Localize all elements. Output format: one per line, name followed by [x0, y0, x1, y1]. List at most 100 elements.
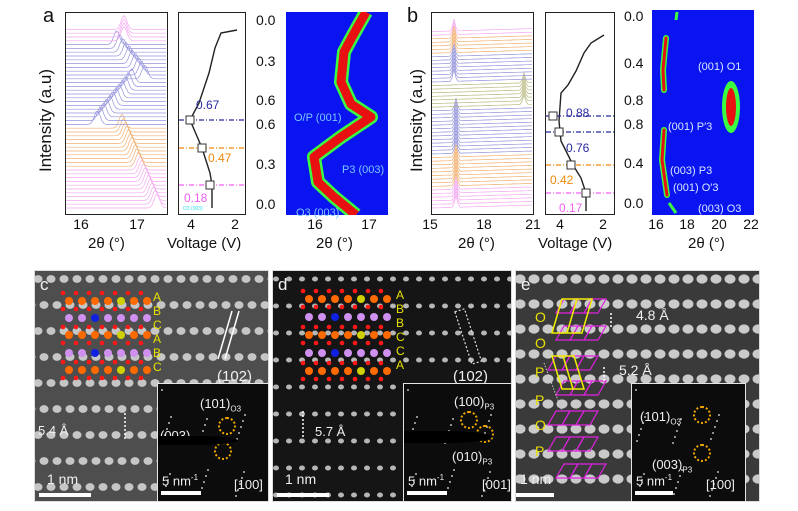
a-ytick-1: 0.3 [256, 53, 276, 69]
atom-column [111, 275, 121, 283]
stack-c-2: C [153, 318, 162, 332]
xrd-trace [432, 152, 533, 166]
atom-model [305, 331, 313, 339]
xrd-trace [66, 178, 166, 194]
diffraction-spot [169, 473, 171, 475]
marker-label-088: 0.88 [566, 106, 590, 120]
diffraction-spot [644, 416, 646, 418]
diffraction-spot [205, 475, 207, 477]
atom-column [390, 357, 396, 363]
atom-column [481, 357, 487, 363]
panel-b-xtick-15: 15 [422, 216, 438, 232]
atom-column [668, 299, 680, 309]
atom-model [91, 331, 99, 339]
xrd-trace [432, 18, 533, 32]
atom-column [85, 431, 95, 439]
atom-column [654, 299, 666, 309]
xrd-trace [432, 108, 533, 122]
atom-model [357, 295, 365, 303]
a-ytick-4: 0.3 [256, 156, 276, 172]
atom-column [640, 374, 652, 384]
atom-column [377, 492, 383, 498]
xrd-trace [66, 33, 166, 49]
atom-column [189, 327, 199, 335]
xrd-trace [432, 141, 533, 155]
stack-c-3: A [153, 332, 162, 346]
atom-column [273, 357, 279, 363]
xrd-trace [432, 130, 533, 144]
atom-column [182, 353, 192, 361]
atom-column [516, 349, 526, 359]
xrd-trace [432, 144, 533, 158]
atom-column [598, 299, 610, 309]
panel-d-scalebar [277, 493, 329, 497]
atom-column [542, 424, 554, 434]
atom-column [516, 399, 526, 409]
unit-cell-magenta [582, 325, 608, 341]
atom-model [117, 366, 125, 374]
diffraction-spot [639, 485, 641, 487]
atom-column [299, 276, 305, 282]
atom-model [78, 366, 86, 374]
xrd-trace [66, 140, 166, 156]
atom-column [626, 299, 638, 309]
atom-column [654, 374, 666, 384]
atom-column [494, 357, 500, 363]
atom-column [682, 374, 694, 384]
atom-column [507, 303, 511, 309]
atom-model [378, 340, 384, 346]
atom-column [710, 349, 722, 359]
atom-model [300, 288, 306, 294]
xrd-trace [432, 40, 533, 54]
xrd-trace [432, 184, 533, 198]
xrd-trace [432, 112, 533, 126]
o3-note: O3 (003) [183, 206, 203, 212]
atom-column [286, 303, 292, 309]
panel-b-ylabel: Intensity (a.u) [407, 69, 426, 172]
e-zone-axis: [100] [706, 477, 735, 492]
stack-d-3: C [396, 330, 405, 344]
ridge-bottom [667, 202, 678, 214]
xrd-trace [66, 110, 166, 125]
atom-column [724, 324, 736, 334]
ridge-top [674, 11, 679, 21]
atom-column [598, 474, 610, 484]
panel-a-heatmap: O/P (001) P3 (003) O3 (003) [286, 8, 388, 221]
atom-column [442, 357, 448, 363]
atom-model [73, 290, 79, 296]
diffraction-spot [711, 489, 713, 491]
atom-model [73, 306, 79, 312]
atom-model [357, 331, 365, 339]
e-inset-scale-sup: -1 [664, 473, 673, 482]
atom-column [98, 379, 108, 387]
atom-model [331, 313, 339, 321]
a-ytick-0: 0.0 [256, 12, 276, 28]
e-spot1-label: (101)O3 [640, 409, 681, 427]
xrd-trace [432, 54, 533, 68]
atom-model [326, 376, 332, 382]
xrd-trace [432, 62, 533, 76]
atom-column [124, 275, 134, 283]
atom-column [696, 374, 708, 384]
marker-label-017: 0.17 [559, 201, 583, 215]
atom-column [668, 374, 680, 384]
diffraction-spot [204, 424, 206, 426]
atom-column [52, 405, 62, 413]
atom-model [300, 340, 306, 346]
atom-column [403, 357, 409, 363]
atom-column [176, 327, 186, 335]
panel-a-hm-xtick-17: 17 [361, 216, 377, 232]
unit-cell-yellow [550, 298, 594, 334]
xrd-trace [432, 148, 533, 162]
xrd-trace [66, 132, 166, 148]
atom-column [584, 474, 596, 484]
atom-column [752, 399, 759, 409]
diffraction-spot [714, 426, 716, 428]
panel-a-hm-xlabel: 2θ (°) [316, 235, 353, 252]
atom-column [150, 275, 160, 283]
atom-column [752, 449, 759, 459]
atom-column [710, 374, 722, 384]
atom-model [78, 314, 86, 322]
atom-column [72, 431, 82, 439]
atom-model [352, 324, 358, 330]
